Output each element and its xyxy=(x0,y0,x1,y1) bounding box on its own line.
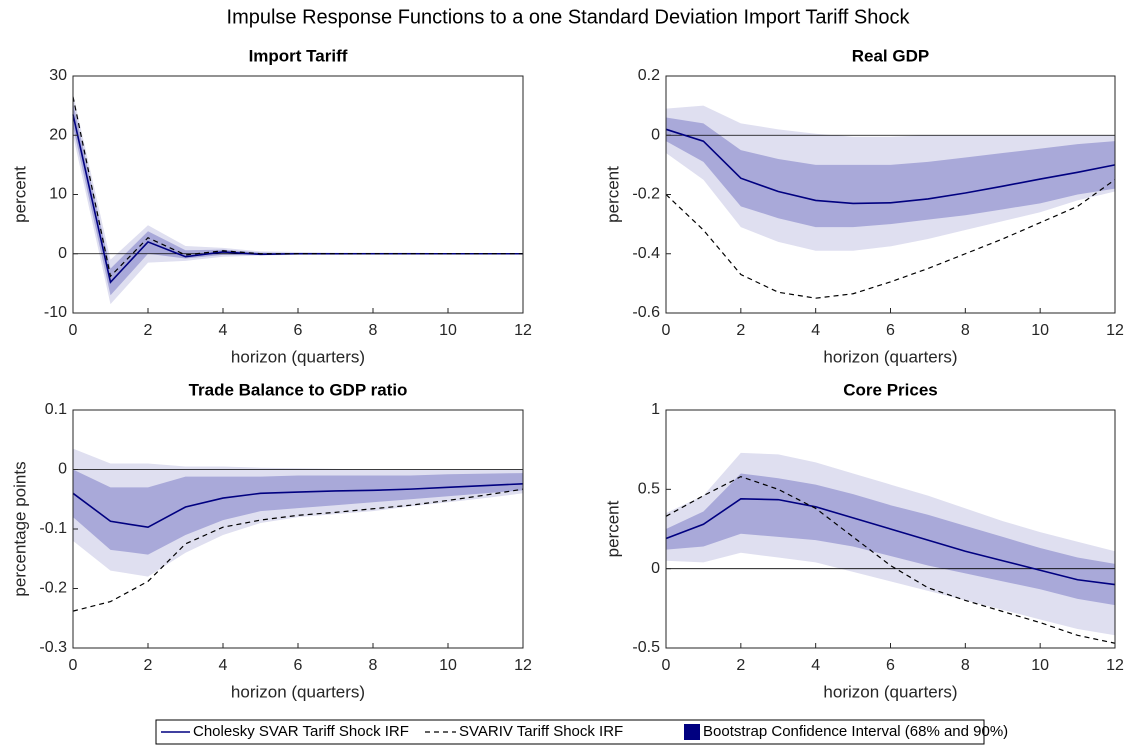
x-tick-label: 6 xyxy=(294,322,303,339)
x-tick-label: 12 xyxy=(514,657,532,674)
x-tick-label: 0 xyxy=(662,657,671,674)
y-tick-label: 1 xyxy=(651,401,660,418)
x-tick-label: 8 xyxy=(369,322,378,339)
irf-line xyxy=(72,96,523,278)
irf-line xyxy=(72,482,524,529)
x-axis-label: horizon (quarters) xyxy=(823,347,957,366)
y-tick-label: -0.5 xyxy=(632,639,660,656)
y-axis-label: percent xyxy=(603,166,622,223)
y-axis-label: percent xyxy=(10,166,29,223)
subplot-title: Import Tariff xyxy=(249,46,348,65)
x-tick-label: 2 xyxy=(736,322,745,339)
x-tick-label: 8 xyxy=(369,657,378,674)
irf-line xyxy=(665,179,1116,299)
x-tick-label: 4 xyxy=(219,322,228,339)
x-tick-label: 2 xyxy=(144,657,153,674)
y-tick-label: 20 xyxy=(49,126,67,143)
y-tick-label: 10 xyxy=(49,186,67,203)
subplot-title: Trade Balance to GDP ratio xyxy=(189,380,408,399)
irf-line xyxy=(72,488,524,612)
x-tick-label: 12 xyxy=(1106,322,1124,339)
x-tick-label: 6 xyxy=(886,657,895,674)
y-tick-label: 0 xyxy=(651,560,660,577)
x-tick-label: 12 xyxy=(514,322,532,339)
y-tick-label: -0.2 xyxy=(39,580,67,597)
y-tick-label: -0.3 xyxy=(39,639,67,656)
confidence-band xyxy=(666,473,1115,606)
legend-swatch xyxy=(684,724,700,740)
irf-line xyxy=(665,128,1116,205)
confidence-band xyxy=(73,469,523,555)
x-tick-label: 10 xyxy=(1031,322,1049,339)
irf-line xyxy=(665,475,1116,644)
x-tick-label: 4 xyxy=(811,657,820,674)
subplot-title: Core Prices xyxy=(843,380,938,399)
subplot-title: Real GDP xyxy=(852,46,929,65)
x-tick-label: 0 xyxy=(662,322,671,339)
confidence-band xyxy=(666,117,1115,228)
figure-title: Impulse Response Functions to a one Stan… xyxy=(227,6,911,28)
legend-label: Bootstrap Confidence Interval (68% and 9… xyxy=(703,723,1008,740)
x-tick-label: 6 xyxy=(886,322,895,339)
confidence-band xyxy=(73,93,523,305)
x-tick-label: 0 xyxy=(69,657,78,674)
irf-line xyxy=(665,498,1116,586)
y-tick-label: -0.4 xyxy=(632,245,660,262)
y-tick-label: -0.1 xyxy=(39,520,67,537)
x-tick-label: 6 xyxy=(294,657,303,674)
y-tick-label: 0.1 xyxy=(45,401,67,418)
x-tick-label: 4 xyxy=(219,657,228,674)
y-tick-label: 0.5 xyxy=(638,481,660,498)
x-tick-label: 10 xyxy=(1031,657,1049,674)
axes-box xyxy=(72,75,524,314)
legend-label: SVARIV Tariff Shock IRF xyxy=(459,723,623,740)
x-tick-label: 4 xyxy=(811,322,820,339)
x-tick-label: 0 xyxy=(69,322,78,339)
x-tick-label: 2 xyxy=(736,657,745,674)
confidence-band xyxy=(73,102,523,296)
y-tick-label: 30 xyxy=(49,67,67,84)
x-tick-label: 8 xyxy=(961,322,970,339)
x-tick-label: 8 xyxy=(961,657,970,674)
y-axis-label: percentage points xyxy=(10,461,29,596)
legend-box xyxy=(155,719,985,745)
x-axis-label: horizon (quarters) xyxy=(231,347,365,366)
x-tick-label: 10 xyxy=(439,657,457,674)
x-tick-label: 12 xyxy=(1106,657,1124,674)
y-tick-label: 0 xyxy=(58,245,67,262)
y-tick-label: 0 xyxy=(58,461,67,478)
y-tick-label: -10 xyxy=(44,304,67,321)
y-tick-label: -0.2 xyxy=(632,186,660,203)
legend-label: Cholesky SVAR Tariff Shock IRF xyxy=(193,723,409,740)
x-axis-label: horizon (quarters) xyxy=(231,682,365,701)
y-tick-label: 0 xyxy=(651,126,660,143)
x-axis-label: horizon (quarters) xyxy=(823,682,957,701)
x-tick-label: 2 xyxy=(144,322,153,339)
y-tick-label: 0.2 xyxy=(638,67,660,84)
x-tick-label: 10 xyxy=(439,322,457,339)
y-tick-label: -0.6 xyxy=(632,304,660,321)
y-axis-label: percent xyxy=(603,500,622,557)
